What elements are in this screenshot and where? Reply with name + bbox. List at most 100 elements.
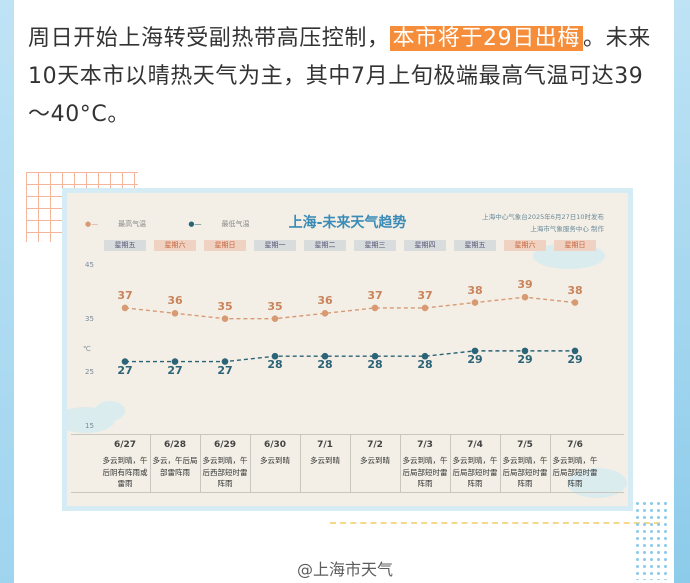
low-temp-point [421, 352, 429, 360]
column-divider [250, 434, 251, 492]
weather-description: 多云到晴 [360, 456, 390, 465]
dashed-line-decoration [330, 522, 660, 524]
high-temp-point [421, 304, 429, 312]
column-divider [200, 434, 201, 492]
high-temp-label: 39 [517, 278, 533, 292]
table-top-border [71, 434, 624, 435]
high-temp-label: 37 [367, 288, 383, 302]
low-temp-point [471, 347, 479, 355]
column-divider [350, 434, 351, 492]
low-temp-point [371, 352, 379, 360]
column-divider [400, 434, 401, 492]
weekday-label: 星期一 [254, 240, 296, 251]
high-temp-point [321, 310, 329, 317]
date-label: 7/6 [567, 440, 583, 450]
high-temp-point [371, 304, 379, 312]
column-divider [150, 434, 151, 492]
column-divider [550, 434, 551, 492]
high-temp-label: 36 [167, 294, 183, 308]
date-label: 6/29 [213, 440, 237, 450]
legend-low: ●— 最低气温 [188, 220, 269, 228]
high-temp-point [471, 299, 479, 306]
y-tick-15: 15 [85, 422, 94, 430]
date-label: 7/1 [317, 440, 333, 450]
column-divider [300, 434, 301, 492]
weather-description: 多云到晴，午后局部短时雷阵雨 [402, 456, 448, 488]
legend-high-label: 最高气温 [118, 220, 147, 228]
paragraph-text-2: 。未来10天本市以晴热天气为主，其中7月上旬极端最高气温可达39～40°C。 [28, 26, 651, 127]
left-border [0, 0, 14, 583]
y-axis-unit: ℃ [83, 345, 91, 353]
high-temp-label: 35 [217, 299, 233, 313]
chart-title: 上海-未来天气趋势 [288, 215, 407, 231]
high-temp-label: 38 [467, 283, 483, 297]
weekday-label: 星期三 [354, 240, 396, 251]
high-temp-label: 38 [567, 283, 583, 297]
weekday-label: 星期二 [304, 240, 346, 251]
table-bottom-border [71, 492, 624, 493]
high-temp-point [521, 293, 529, 301]
chart-panel: ●— 最高气温 ●— 最低气温 上海-未来天气趋势 上海中心气象台2025年6月27… [67, 193, 628, 506]
weekday-label: 星期五 [104, 240, 146, 251]
legend-low-marker: ●— [188, 220, 202, 228]
y-tick-45: 45 [85, 261, 94, 269]
low-temp-label: 29 [467, 352, 483, 366]
high-temp-point [271, 315, 279, 322]
date-label: 7/5 [517, 440, 533, 450]
legend-low-label: 最低气温 [221, 220, 250, 228]
low-temp-point [271, 352, 279, 360]
cloud-decoration-bottom [567, 468, 627, 498]
right-border [674, 0, 690, 583]
high-temp-label: 35 [267, 299, 283, 313]
weather-description: 多云到晴，午后阴有阵雨或雷雨 [102, 456, 148, 488]
paragraph-text-1: 周日开始上海转受副热带高压控制， [28, 26, 390, 51]
weather-description: 多云到晴 [260, 456, 290, 465]
weather-description: 多云到晴，午后西部短时雷阵雨 [202, 456, 248, 488]
date-label: 6/27 [113, 440, 137, 450]
legend-high: ●— 最高气温 [85, 220, 166, 228]
weekday-label: 星期四 [404, 240, 446, 251]
legend-high-marker: ●— [85, 220, 99, 228]
weekday-label: 星期六 [504, 240, 546, 251]
low-temp-label: 28 [417, 358, 433, 372]
date-label: 6/28 [163, 440, 187, 450]
weekday-label: 星期日 [554, 240, 596, 251]
weather-description: 多云，午后局部雷阵雨 [152, 456, 198, 477]
low-temp-point [121, 358, 129, 365]
low-temp-label: 28 [367, 358, 383, 372]
high-temp-point [571, 299, 579, 306]
date-label: 6/30 [263, 440, 287, 450]
weather-description: 多云到晴，午后局部短时雷阵雨 [452, 456, 498, 488]
low-temp-point [321, 352, 329, 360]
low-temp-label: 29 [567, 352, 583, 366]
cloud-decoration-left-small [95, 401, 125, 421]
date-label: 7/4 [467, 440, 483, 450]
y-tick-25: 25 [85, 368, 94, 376]
article-paragraph: 周日开始上海转受副热带高压控制， 本市将于29日出梅 。未来10天本市以晴热天气为主… [28, 20, 653, 134]
low-temp-label: 28 [317, 358, 333, 372]
weather-description: 多云到晴 [310, 456, 340, 465]
high-temp-label: 37 [117, 288, 133, 302]
high-temp-label: 36 [317, 294, 333, 308]
low-temp-point [171, 358, 179, 365]
weather-chart-image: ●— 最高气温 ●— 最低气温 上海-未来天气趋势 上海中心气象台2025年6月27… [62, 188, 633, 511]
low-temp-label: 27 [117, 363, 133, 377]
highlight-text: 本市将于29日出梅 [389, 26, 584, 51]
weather-description: 多云到晴，午后局部短时雷阵雨 [502, 456, 548, 488]
date-label: 7/2 [367, 440, 383, 450]
high-temp-line [124, 296, 576, 320]
weibo-watermark: @上海市天气 [296, 560, 393, 579]
low-temp-point [221, 358, 229, 365]
low-temp-label: 27 [217, 363, 233, 377]
low-temp-label: 29 [517, 352, 533, 366]
high-temp-label: 37 [417, 288, 433, 302]
high-temp-point [221, 315, 229, 322]
weekday-label: 星期日 [204, 240, 246, 251]
column-divider [500, 434, 501, 492]
dots-decoration [634, 500, 670, 580]
y-tick-35: 35 [85, 315, 94, 323]
publisher-info: 上海中心气象台2025年6月27日10时发布 上海市气象服务中心 制作 [482, 211, 604, 235]
low-temp-line [125, 350, 575, 363]
temperature-plot [121, 293, 579, 365]
date-label: 7/3 [417, 440, 433, 450]
